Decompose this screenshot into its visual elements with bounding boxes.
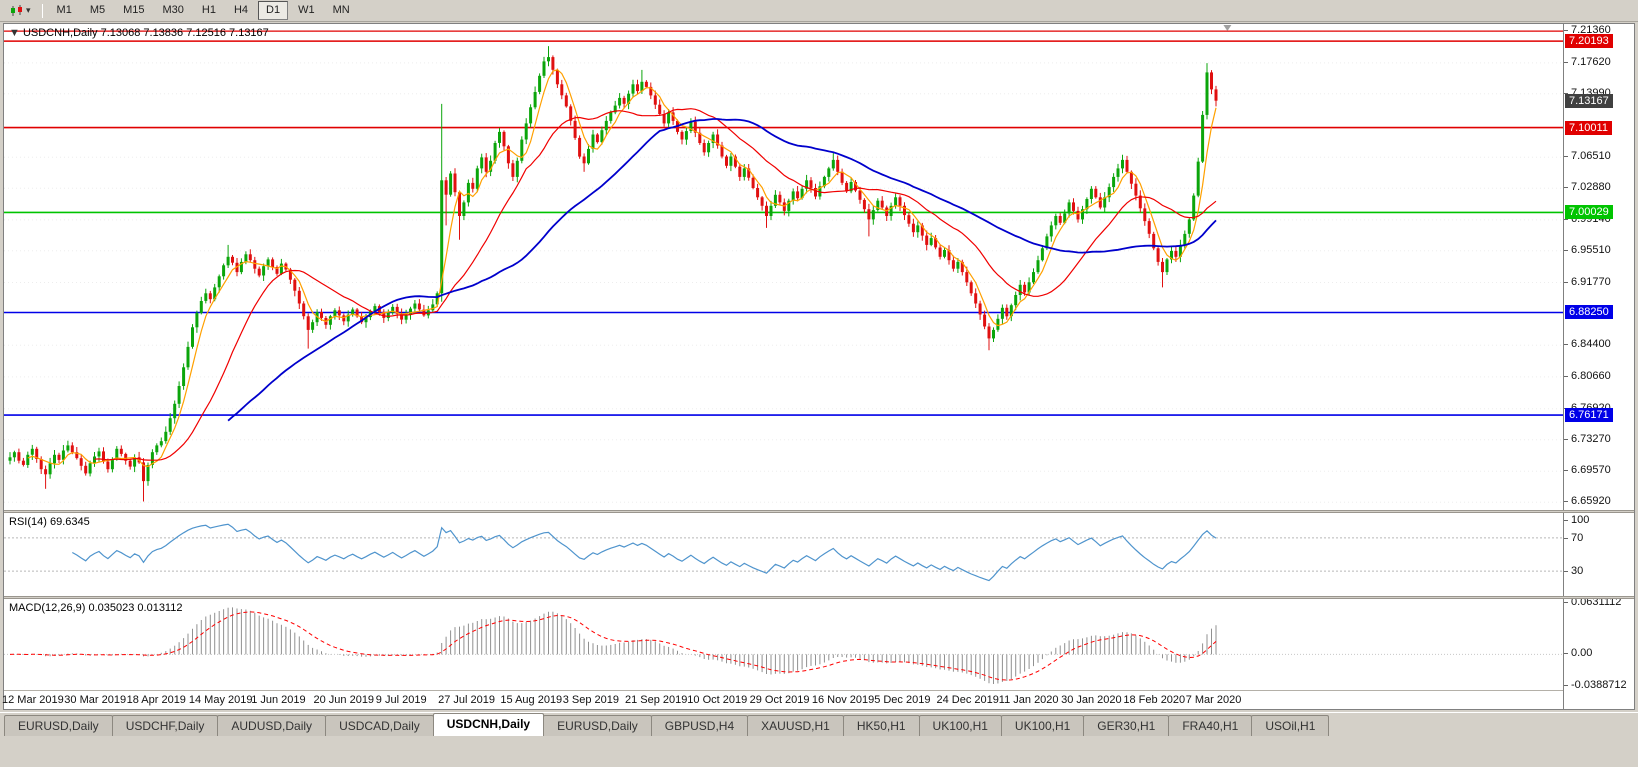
- timeframe-button-MN[interactable]: MN: [332, 4, 350, 16]
- timeframe-button-D1[interactable]: D1: [258, 1, 289, 20]
- panel-splitter-rsi[interactable]: [4, 510, 1634, 513]
- price-axis-label: 6.84400: [1564, 338, 1611, 351]
- price-axis[interactable]: 7.213607.176207.139907.065107.028806.991…: [1563, 24, 1634, 709]
- date-label: 20 Jun 2019: [313, 694, 375, 706]
- chart-tab-AUDUSD-Daily[interactable]: AUDUSD,Daily: [217, 715, 327, 736]
- date-label: 18 Feb 2020: [1123, 694, 1186, 706]
- timeframe-button-W1[interactable]: W1: [298, 4, 315, 16]
- price-axis-label: 6.80660: [1564, 369, 1611, 382]
- chart-type-button[interactable]: ▾: [5, 3, 36, 19]
- main-chart-panel[interactable]: ▼ USDCNH,Daily 7.13068 7.13836 7.12516 7…: [4, 24, 1563, 510]
- dropdown-caret-icon: ▾: [26, 5, 31, 15]
- date-label: 14 May 2019: [188, 694, 253, 706]
- date-label: 21 Sep 2019: [625, 694, 688, 706]
- price-axis-label: 6.91770: [1564, 275, 1611, 288]
- date-label: 7 Mar 2020: [1185, 694, 1242, 706]
- timeframe-button-H1[interactable]: H1: [201, 4, 216, 16]
- timeframe-button-M15[interactable]: M15: [123, 4, 145, 16]
- rsi-chart: [4, 523, 1563, 582]
- macd-chart: [4, 607, 1563, 684]
- price-axis-label: 7.02880: [1564, 181, 1611, 194]
- price-axis-label: 6.65920: [1564, 495, 1611, 508]
- price-axis-label: 6.95510: [1564, 243, 1611, 256]
- date-label: 15 Aug 2019: [500, 694, 563, 706]
- status-area: [0, 736, 1638, 767]
- chart-tabs-bar: EURUSD,Daily USDCHF,Daily AUDUSD,Daily USDC…: [0, 712, 1638, 736]
- timeframe-button-M1[interactable]: M1: [56, 4, 72, 16]
- price-level-badge: 6.88250: [1565, 305, 1613, 320]
- chart-tab-USDCHF-Daily[interactable]: USDCHF,Daily: [111, 715, 219, 736]
- chart-tab-USOil-H1[interactable]: USOil,H1: [1251, 715, 1330, 736]
- rsi-axis-label: 30: [1563, 565, 1584, 578]
- date-label: 27 Jul 2019: [438, 694, 495, 706]
- chart-tab-FRA40-H1[interactable]: FRA40,H1: [1168, 715, 1253, 736]
- price-level-badge: 7.10011: [1565, 120, 1612, 135]
- macd-axis-label: 0.0631112: [1563, 596, 1622, 608]
- chart-tab-UK100-H1[interactable]: UK100,H1: [1000, 715, 1085, 736]
- date-label: 10 Oct 2019: [687, 694, 748, 706]
- timeframe-button-M5[interactable]: M5: [89, 4, 106, 16]
- date-label: 18 Apr 2019: [126, 694, 186, 706]
- price-level-badge: 6.76171: [1565, 408, 1613, 423]
- macd-axis-label: 0.00: [1563, 647, 1593, 660]
- rsi-panel[interactable]: RSI(14) 69.6345: [4, 513, 1563, 596]
- date-label: 30 Jan 2020: [1061, 694, 1122, 706]
- date-label: 30 Mar 2019: [64, 694, 127, 706]
- chart-tab-HK50-H1[interactable]: HK50,H1: [842, 715, 920, 736]
- time-axis[interactable]: 12 Mar 2019 30 Mar 2019 18 Apr 2019 14 May …: [2, 690, 1563, 709]
- candlestick-chart-icon: [11, 4, 22, 16]
- macd-label: MACD(12,26,9) 0.035023 0.013112: [9, 602, 183, 614]
- chart-ohlc-text: USDCNH,Daily 7.13068 7.13836 7.12516 7.1…: [22, 27, 269, 39]
- date-label: 3 Sep 2019: [562, 694, 619, 706]
- price-level-badge: 7.20193: [1565, 34, 1613, 49]
- price-axis-label: 7.17620: [1564, 55, 1611, 68]
- current-price-badge: 7.13167: [1565, 93, 1613, 108]
- rsi-axis-label: 100: [1563, 514, 1590, 526]
- price-level-badge: 7.00029: [1565, 205, 1613, 220]
- date-label: 24 Dec 2019: [936, 694, 999, 706]
- toolbar-separator: [41, 3, 43, 18]
- chart-info-line: ▼ USDCNH,Daily 7.13068 7.13836 7.12516 7…: [9, 27, 269, 39]
- chart-tab-XAUUSD-H1[interactable]: XAUUSD,H1: [747, 715, 844, 736]
- chart-tab-GER30-H1[interactable]: GER30,H1: [1083, 715, 1170, 736]
- macd-axis-label: -0.0388712: [1564, 679, 1627, 691]
- toolbar: ▾ M1 M5 M15 M30 H1 H4 D1 W1 MN: [0, 0, 1638, 22]
- price-axis-label: 7.06510: [1564, 150, 1611, 163]
- date-label: 9 Jul 2019: [375, 694, 427, 706]
- date-label: 12 Mar 2019: [2, 694, 64, 706]
- rsi-label: RSI(14) 69.6345: [9, 516, 90, 528]
- chart-tab-USDCNH-Daily[interactable]: USDCNH,Daily: [432, 713, 545, 736]
- chart-window: ▼ USDCNH,Daily 7.13068 7.13836 7.12516 7…: [2, 23, 1635, 710]
- rsi-axis-label: 70: [1563, 531, 1584, 544]
- chart-menu-icon[interactable]: ▼: [9, 27, 23, 39]
- timeframe-button-M30[interactable]: M30: [162, 4, 184, 16]
- panel-splitter-macd[interactable]: [4, 596, 1634, 599]
- candlestick-chart: [4, 25, 1563, 503]
- date-label: 29 Oct 2019: [749, 694, 810, 706]
- date-label: 1 Jun 2019: [251, 694, 306, 706]
- date-label: 16 Nov 2019: [811, 694, 875, 706]
- timeframe-button-H4[interactable]: H4: [233, 4, 249, 16]
- price-axis-label: 7.21360: [1564, 24, 1611, 37]
- chart-tab-USDCAD-Daily[interactable]: USDCAD,Daily: [325, 715, 434, 736]
- price-axis-label: 6.73270: [1564, 432, 1611, 445]
- chart-tab-EURUSD-Daily[interactable]: EURUSD,Daily: [543, 715, 652, 736]
- chart-tab-GBPUSD-H4[interactable]: GBPUSD,H4: [650, 715, 749, 736]
- date-label: 11 Jan 2020: [998, 694, 1059, 706]
- price-axis-label: 6.69570: [1564, 464, 1611, 477]
- chart-tab-EURUSD-Daily[interactable]: EURUSD,Daily: [4, 715, 113, 736]
- chart-tab-UK100-H1[interactable]: UK100,H1: [918, 715, 1002, 736]
- timeframe-toolbar: M1 M5 M15 M30 H1 H4 D1 W1 MN: [49, 1, 358, 20]
- date-label: 5 Dec 2019: [874, 694, 931, 706]
- macd-panel[interactable]: MACD(12,26,9) 0.035023 0.013112: [4, 599, 1563, 690]
